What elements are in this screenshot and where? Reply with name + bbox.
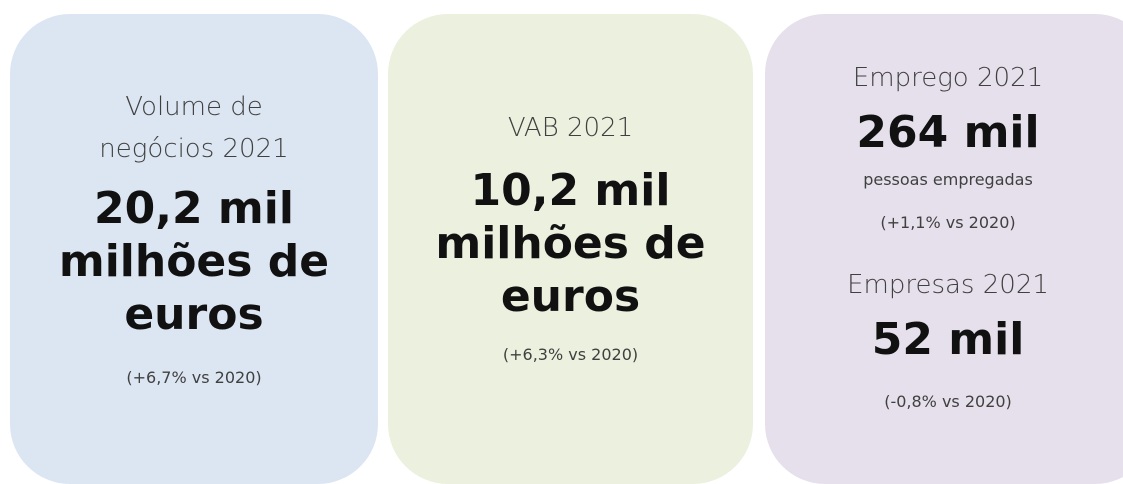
card-label: Empresas 2021 bbox=[847, 270, 1049, 300]
card-label: VAB 2021 bbox=[507, 113, 634, 143]
card-change: (+6,3% vs 2020) bbox=[502, 345, 639, 364]
card-gva: VAB 2021 10,2 mil milhões de euros (+6,3… bbox=[388, 14, 753, 484]
card-change: (+1,1% vs 2020) bbox=[880, 213, 1016, 232]
card-value: 10,2 mil milhões de euros bbox=[435, 165, 706, 322]
card-turnover: Volume de negócios 2021 20,2 mil milhões… bbox=[10, 14, 378, 484]
card-employment: Emprego 2021 264 mil pessoas empregadas … bbox=[765, 14, 1123, 484]
page: {"cards": [ {"items": [{"label": "Volume… bbox=[10, 14, 1123, 484]
card-value: 264 mil bbox=[856, 107, 1040, 158]
card-value: 20,2 mil milhões de euros bbox=[58, 183, 330, 340]
card-change: (+6,7% vs 2020) bbox=[126, 368, 262, 387]
card-label: Volume de negócios 2021 bbox=[99, 92, 289, 164]
card-value: 52 mil bbox=[871, 314, 1025, 365]
card-note: pessoas empregadas bbox=[863, 170, 1033, 189]
card-label: Emprego 2021 bbox=[852, 63, 1044, 93]
card-change: (-0,8% vs 2020) bbox=[884, 392, 1012, 411]
